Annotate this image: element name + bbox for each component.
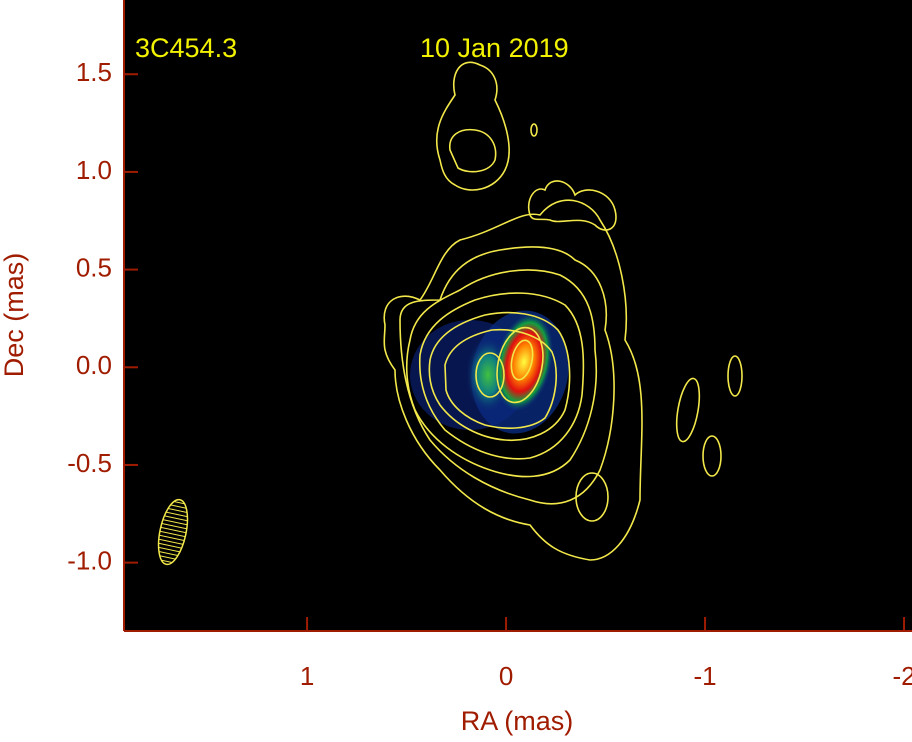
date-label: 10 Jan 2019 <box>420 33 569 63</box>
map-image <box>157 61 743 566</box>
x-axis-label: RA (mas) <box>461 706 574 736</box>
y-tick-label: 0.5 <box>76 252 112 282</box>
y-tick-label: -1.0 <box>67 546 112 576</box>
source-name: 3C454.3 <box>135 33 237 63</box>
x-tick-label: 1 <box>300 661 314 691</box>
y-tick-label: 1.5 <box>76 57 112 87</box>
y-tick-label: 1.0 <box>76 155 112 185</box>
x-tick-label: 0 <box>499 661 513 691</box>
y-axis-label: Dec (mas) <box>0 253 29 378</box>
y-tick-label: -0.5 <box>67 448 112 478</box>
y-tick-label: 0.0 <box>76 350 112 380</box>
x-tick-label: -1 <box>693 661 716 691</box>
x-tick-label: -2 <box>892 661 912 691</box>
